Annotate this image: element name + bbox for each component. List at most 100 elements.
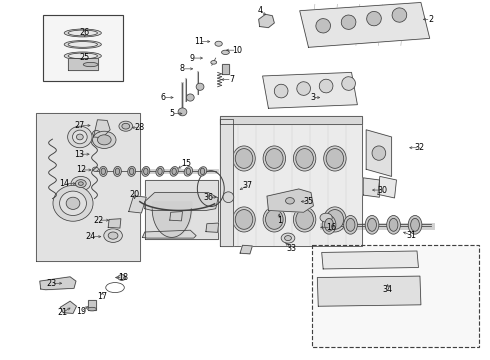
- Ellipse shape: [64, 29, 101, 37]
- Bar: [43, 15, 123, 81]
- Ellipse shape: [365, 216, 379, 234]
- Polygon shape: [68, 58, 98, 69]
- Text: 12: 12: [76, 166, 86, 175]
- Text: 5: 5: [169, 109, 174, 118]
- Text: 30: 30: [378, 185, 388, 194]
- Ellipse shape: [93, 131, 116, 148]
- Ellipse shape: [73, 130, 87, 144]
- Text: 34: 34: [383, 284, 392, 293]
- Ellipse shape: [320, 213, 332, 222]
- Ellipse shape: [215, 41, 222, 46]
- Polygon shape: [267, 189, 314, 212]
- Text: 21: 21: [57, 308, 67, 317]
- Ellipse shape: [266, 210, 283, 229]
- Ellipse shape: [184, 167, 193, 176]
- Ellipse shape: [235, 149, 253, 168]
- Text: 13: 13: [74, 150, 84, 159]
- Ellipse shape: [115, 168, 120, 175]
- Ellipse shape: [93, 131, 100, 136]
- Polygon shape: [221, 64, 229, 74]
- Ellipse shape: [71, 176, 91, 191]
- Ellipse shape: [346, 219, 355, 231]
- Polygon shape: [60, 301, 76, 314]
- Text: 37: 37: [243, 180, 253, 189]
- Ellipse shape: [233, 207, 255, 232]
- Ellipse shape: [60, 191, 86, 216]
- Text: 15: 15: [181, 159, 192, 168]
- Ellipse shape: [66, 197, 80, 210]
- Ellipse shape: [294, 146, 316, 171]
- Polygon shape: [220, 119, 362, 246]
- Ellipse shape: [297, 82, 311, 95]
- Ellipse shape: [296, 149, 314, 168]
- Text: 16: 16: [326, 223, 336, 232]
- Ellipse shape: [411, 219, 419, 231]
- Ellipse shape: [367, 12, 381, 26]
- Text: 3: 3: [310, 93, 315, 102]
- Text: 9: 9: [190, 54, 195, 63]
- Ellipse shape: [198, 167, 207, 176]
- Text: 26: 26: [80, 28, 90, 37]
- Polygon shape: [129, 196, 147, 213]
- Ellipse shape: [186, 168, 191, 175]
- Ellipse shape: [172, 168, 176, 175]
- Text: 35: 35: [303, 197, 314, 206]
- Ellipse shape: [98, 135, 111, 145]
- Ellipse shape: [200, 168, 205, 175]
- Ellipse shape: [178, 108, 187, 116]
- Ellipse shape: [186, 94, 194, 101]
- Ellipse shape: [76, 134, 83, 140]
- Polygon shape: [40, 277, 76, 290]
- Ellipse shape: [64, 41, 101, 48]
- Ellipse shape: [114, 166, 122, 176]
- Ellipse shape: [281, 233, 295, 243]
- Ellipse shape: [221, 50, 229, 54]
- Ellipse shape: [108, 232, 118, 239]
- Polygon shape: [366, 130, 392, 176]
- Polygon shape: [300, 3, 430, 47]
- Ellipse shape: [53, 185, 93, 221]
- Polygon shape: [94, 120, 110, 138]
- Text: 33: 33: [287, 244, 297, 253]
- Ellipse shape: [296, 210, 314, 229]
- Ellipse shape: [341, 15, 356, 30]
- Ellipse shape: [68, 41, 98, 47]
- Ellipse shape: [408, 216, 422, 234]
- Text: 14: 14: [59, 179, 69, 188]
- Ellipse shape: [119, 121, 133, 131]
- Ellipse shape: [342, 77, 355, 90]
- Text: 19: 19: [76, 307, 86, 316]
- Ellipse shape: [235, 210, 253, 229]
- Ellipse shape: [122, 123, 130, 129]
- Text: 4: 4: [257, 6, 262, 15]
- Polygon shape: [263, 72, 357, 108]
- Ellipse shape: [372, 146, 386, 160]
- Ellipse shape: [325, 219, 333, 231]
- Ellipse shape: [99, 166, 107, 176]
- Text: 1: 1: [277, 216, 282, 225]
- Ellipse shape: [158, 168, 162, 175]
- Polygon shape: [220, 116, 362, 125]
- Ellipse shape: [83, 62, 98, 67]
- Ellipse shape: [144, 168, 148, 175]
- Ellipse shape: [274, 84, 288, 98]
- Polygon shape: [145, 180, 218, 239]
- Ellipse shape: [78, 182, 83, 185]
- Ellipse shape: [68, 126, 92, 148]
- Polygon shape: [220, 119, 233, 246]
- Ellipse shape: [233, 146, 255, 171]
- Ellipse shape: [387, 216, 400, 234]
- Ellipse shape: [326, 210, 343, 229]
- Ellipse shape: [196, 83, 204, 90]
- Ellipse shape: [266, 149, 283, 168]
- Ellipse shape: [263, 207, 286, 232]
- Ellipse shape: [285, 235, 292, 240]
- Text: 8: 8: [180, 64, 185, 73]
- Ellipse shape: [64, 52, 101, 60]
- Ellipse shape: [389, 219, 398, 231]
- Ellipse shape: [223, 192, 234, 203]
- Polygon shape: [322, 251, 418, 269]
- Ellipse shape: [129, 168, 134, 175]
- Polygon shape: [259, 14, 274, 28]
- Polygon shape: [143, 230, 196, 238]
